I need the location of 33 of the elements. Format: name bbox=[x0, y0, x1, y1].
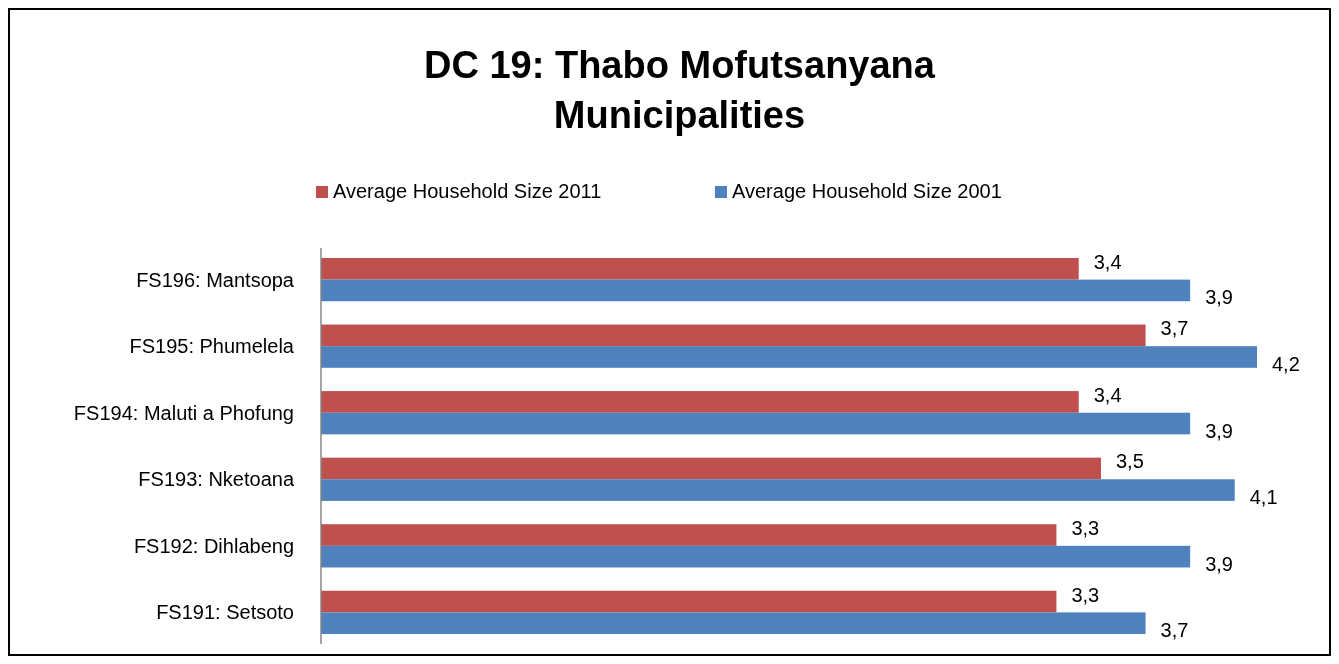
data-label: 3,5 bbox=[1116, 450, 1144, 473]
data-label: 4,2 bbox=[1272, 352, 1300, 375]
data-label: 3,4 bbox=[1093, 250, 1122, 273]
bar bbox=[321, 391, 1079, 413]
bar bbox=[321, 346, 1257, 368]
data-label: 3,4 bbox=[1093, 383, 1122, 406]
chart-title: DC 19: Thabo Mofutsanyana Municipalities bbox=[424, 44, 936, 136]
bar bbox=[321, 612, 1146, 635]
y-tick-label: FS194: Maluti a Phofung bbox=[73, 401, 294, 424]
y-tick-label: FS191: Setsoto bbox=[156, 601, 294, 624]
bar bbox=[321, 257, 1079, 280]
bar bbox=[321, 545, 1191, 568]
data-label: 3,3 bbox=[1071, 583, 1100, 606]
y-tick-label: FS196: Mantsopa bbox=[136, 268, 295, 291]
legend-label: Average Household Size 2011 bbox=[333, 180, 602, 202]
data-label: 3,7 bbox=[1160, 317, 1189, 340]
bar bbox=[321, 457, 1101, 480]
legend-label: Average Household Size 2001 bbox=[732, 180, 1002, 202]
bar bbox=[321, 590, 1057, 613]
data-label: 3,9 bbox=[1205, 419, 1233, 442]
data-label: 4,1 bbox=[1249, 486, 1278, 509]
data-label: 3,3 bbox=[1071, 517, 1100, 540]
data-label: 3,7 bbox=[1160, 619, 1189, 642]
y-tick-label: FS195: Phumelela bbox=[129, 335, 295, 358]
data-label: 3,9 bbox=[1205, 286, 1233, 309]
bar bbox=[321, 279, 1191, 302]
data-label: 3,9 bbox=[1205, 552, 1233, 575]
bar bbox=[321, 524, 1057, 546]
y-tick-label: FS192: Dihlabeng bbox=[133, 534, 294, 557]
bar bbox=[321, 479, 1235, 501]
y-tick-label: FS193: Nketoana bbox=[138, 468, 295, 491]
bar bbox=[321, 324, 1146, 347]
bar bbox=[321, 412, 1191, 435]
